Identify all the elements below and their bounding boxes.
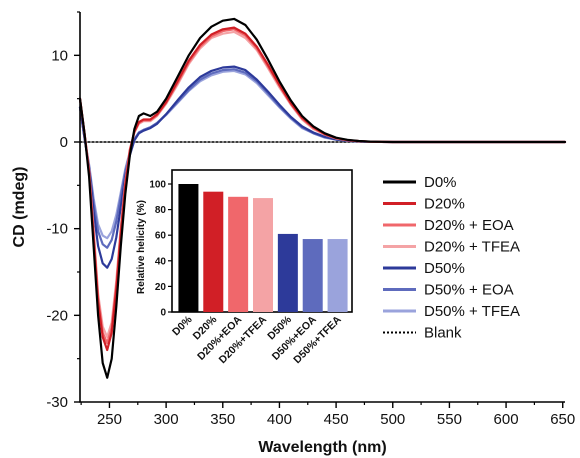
inset-y-tick-label: 20 xyxy=(155,282,167,293)
inset-y-axis-title: Relative helicity (%) xyxy=(136,200,147,294)
y-tick-label: 0 xyxy=(60,134,68,151)
helicity-inset-chart: D0%D20%D20%+EOAD20%+TFEAD50%D50%+EOAD50%… xyxy=(136,169,353,366)
legend-label: D50% xyxy=(424,260,465,277)
y-tick-label: 10 xyxy=(51,47,68,64)
inset-y-tick-label: 40 xyxy=(155,256,167,267)
x-tick-label: 650 xyxy=(550,411,575,428)
legend-label: D20% xyxy=(424,196,465,213)
x-tick-label: 550 xyxy=(437,411,462,428)
inset-bar-d20-tfea xyxy=(253,198,273,312)
y-axis-title: CD (mdeg) xyxy=(11,167,28,248)
y-tick-label: -10 xyxy=(46,221,68,238)
main-plot: 250 300 350 400 450 500 550 600 650-30-20-10010W… xyxy=(11,11,575,456)
x-axis-title: Wavelength (nm) xyxy=(258,439,386,456)
inset-y-tick-label: 60 xyxy=(155,231,167,242)
series-line-d0- xyxy=(78,17,567,379)
legend-label: D0% xyxy=(424,174,457,191)
legend-label: D20% + TFEA xyxy=(424,239,520,256)
legend-label: Blank xyxy=(424,325,462,342)
legend-label: D50% + TFEA xyxy=(424,303,520,320)
inset-bar-d20- xyxy=(203,191,224,312)
y-tick-label: -20 xyxy=(46,307,68,324)
x-tick-label: 500 xyxy=(380,411,405,428)
x-tick-label: 300 xyxy=(154,411,179,428)
x-tick-label: 600 xyxy=(494,411,519,428)
y-tick-label: -30 xyxy=(46,394,68,411)
x-tick-label: 450 xyxy=(324,411,349,428)
inset-y-tick-label: 100 xyxy=(149,180,166,191)
inset-bar-d20-eoa xyxy=(228,196,249,312)
inset-bar-d0- xyxy=(178,184,199,312)
x-tick-label: 250 xyxy=(97,411,122,428)
inset-bar-d50-eoa xyxy=(302,239,323,312)
inset-y-tick-label: 80 xyxy=(155,205,167,216)
inset-bar-d50- xyxy=(277,233,298,312)
inset-bar-d50-tfea xyxy=(327,239,348,312)
legend-label: D50% + EOA xyxy=(424,282,514,299)
inset-y-tick-label: 0 xyxy=(160,308,166,319)
x-tick-label: 400 xyxy=(267,411,292,428)
legend-label: D20% + EOA xyxy=(424,217,514,234)
legend: D0% D20% D20% + EOA D20% + TFEA D50% D50% + E… xyxy=(383,174,520,342)
x-tick-label: 350 xyxy=(210,411,235,428)
